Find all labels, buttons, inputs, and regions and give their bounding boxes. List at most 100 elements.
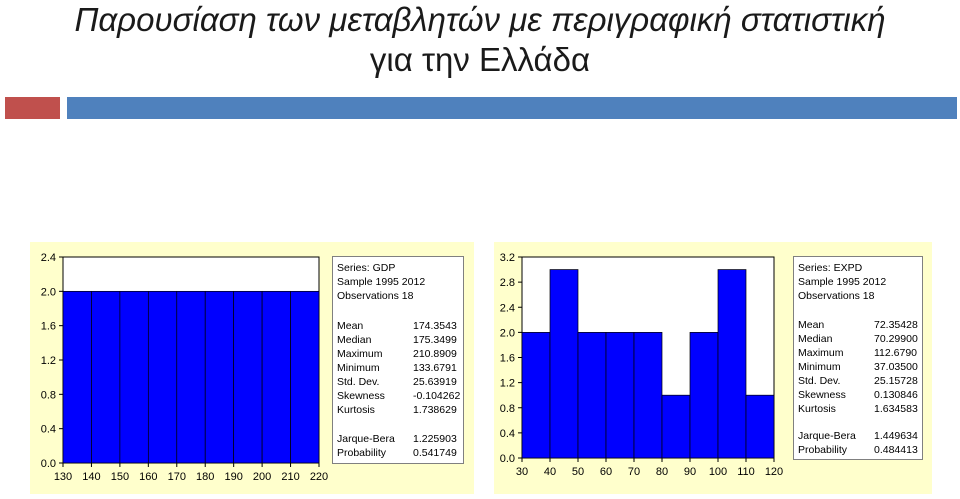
expd-xtick-label: 100 (709, 466, 727, 478)
expd-xtick-label: 70 (628, 466, 640, 478)
stat-key: Median (798, 333, 833, 345)
stat-row: Jarque-Bera 1.225903 (337, 432, 459, 446)
stat-key: Kurtosis (798, 403, 836, 415)
stat-value: 70.29900 (874, 333, 918, 345)
expd-bar (577, 332, 607, 459)
gdp-xtick-label: 160 (139, 471, 157, 483)
stat-key: Skewness (337, 390, 385, 402)
stat-value: 1.738629 (413, 404, 457, 416)
stat-key: Median (337, 334, 372, 346)
expd-bar (717, 269, 747, 459)
stat-value: -0.104262 (413, 390, 461, 402)
gdp-bar (233, 290, 263, 464)
stat-key: Skewness (798, 389, 846, 401)
title-line-2: για την Ελλάδα (369, 41, 591, 78)
stat-row: Minimum 133.6791 (337, 361, 459, 375)
expd-ytick-label: 2.0 (500, 327, 515, 339)
expd-ytick-label: 1.6 (500, 353, 515, 365)
expd-bar (661, 394, 691, 459)
expd-bar (605, 332, 635, 459)
accent-bar-blue (67, 97, 957, 119)
gdp-xtick-label: 190 (224, 471, 242, 483)
expd-bar (633, 332, 663, 459)
stat-value: 0.484413 (874, 444, 918, 456)
expd-xtick-label: 80 (656, 466, 668, 478)
gdp-ytick-label: 0.8 (41, 389, 56, 401)
stat-value: 112.6790 (874, 347, 918, 359)
expd-xtick-label: 50 (572, 466, 584, 478)
stat-key: Std. Dev. (798, 375, 841, 387)
expd-observations-label: Observations 18 (798, 290, 875, 302)
expd-ytick-label: 2.8 (500, 277, 515, 289)
stat-row: Skewness 0.130846 (798, 388, 918, 402)
slide-title: Παρουσίαση των μεταβλητών με περιγραφική… (0, 0, 960, 80)
gdp-ytick-label: 1.2 (41, 355, 56, 367)
stat-row: Mean 174.3543 (337, 319, 459, 333)
expd-ytick-label: 0.4 (500, 428, 515, 440)
expd-bar (689, 332, 719, 459)
expd-xtick-label: 90 (684, 466, 696, 478)
gdp-bar (119, 290, 149, 464)
stat-key: Maximum (337, 348, 383, 360)
accent-bar-red (5, 97, 60, 119)
gdp-xtick-label: 210 (281, 471, 299, 483)
expd-bar (521, 332, 551, 459)
gdp-ytick-label: 0.0 (41, 458, 56, 470)
stat-row: Maximum 112.6790 (798, 346, 918, 360)
stat-key: Mean (798, 319, 825, 331)
expd-sample-label: Sample 1995 2012 (798, 276, 887, 288)
gdp-xtick-label: 130 (54, 471, 72, 483)
stat-value: 210.8909 (413, 348, 457, 360)
stat-value: 1.449634 (874, 430, 918, 442)
stat-key: Std. Dev. (337, 376, 380, 388)
gdp-xtick-label: 200 (253, 471, 271, 483)
stat-value: 174.3543 (413, 320, 457, 332)
expd-ytick-label: 0.0 (500, 453, 515, 465)
gdp-ytick-label: 1.6 (41, 321, 56, 333)
stat-key: Jarque-Bera (337, 433, 395, 445)
stat-key: Maximum (798, 347, 844, 359)
stat-value: 0.541749 (413, 447, 457, 459)
gdp-bar (261, 290, 291, 464)
stat-value: 25.15728 (874, 375, 918, 387)
gdp-ytick-label: 2.0 (41, 286, 56, 298)
gdp-stats-box: Series: GDP Sample 1995 2012 Observation… (332, 256, 464, 464)
stat-row: Kurtosis 1.738629 (337, 403, 459, 417)
stat-row: Jarque-Bera 1.449634 (798, 429, 918, 443)
gdp-bar (91, 290, 121, 464)
stat-value: 1.225903 (413, 433, 457, 445)
gdp-observations-label: Observations 18 (337, 290, 414, 302)
expd-ytick-label: 2.4 (500, 302, 515, 314)
gdp-bar (147, 290, 178, 464)
gdp-xtick-label: 150 (111, 471, 129, 483)
stat-row: Std. Dev. 25.63919 (337, 375, 459, 389)
gdp-bar (62, 290, 92, 464)
stat-value: 25.63919 (413, 376, 457, 388)
gdp-ytick-label: 2.4 (41, 252, 56, 264)
gdp-bar (290, 290, 320, 464)
expd-xtick-label: 60 (600, 466, 612, 478)
expd-series-label: Series: EXPD (798, 262, 863, 274)
stat-value: 175.3499 (413, 334, 457, 346)
gdp-xtick-label: 180 (196, 471, 214, 483)
gdp-bar (176, 290, 206, 464)
stat-row: Std. Dev. 25.15728 (798, 374, 918, 388)
stat-key: Jarque-Bera (798, 430, 856, 442)
expd-ytick-label: 1.2 (500, 378, 515, 390)
expd-histogram-panel: 0.0 0.4 0.8 1.2 1.6 2.0 2.4 2.8 3.2 30 40 50 60 70 80 9… (494, 242, 932, 494)
stat-key: Minimum (337, 362, 380, 374)
stat-value: 1.634583 (874, 403, 918, 415)
stat-row: Minimum 37.03500 (798, 360, 918, 374)
stat-row: Median 70.29900 (798, 332, 918, 346)
stat-key: Probability (337, 447, 387, 459)
gdp-xtick-label: 170 (168, 471, 186, 483)
gdp-xtick-label: 220 (310, 471, 328, 483)
gdp-bar (204, 290, 235, 464)
stat-row: Median 175.3499 (337, 333, 459, 347)
stat-row: Maximum 210.8909 (337, 347, 459, 361)
expd-ytick-label: 0.8 (500, 403, 515, 415)
expd-xtick-label: 30 (516, 466, 528, 478)
expd-xtick-label: 40 (544, 466, 556, 478)
expd-stats-box: Series: EXPD Sample 1995 2012 Observatio… (793, 256, 923, 460)
stat-row: Mean 72.35428 (798, 318, 918, 332)
